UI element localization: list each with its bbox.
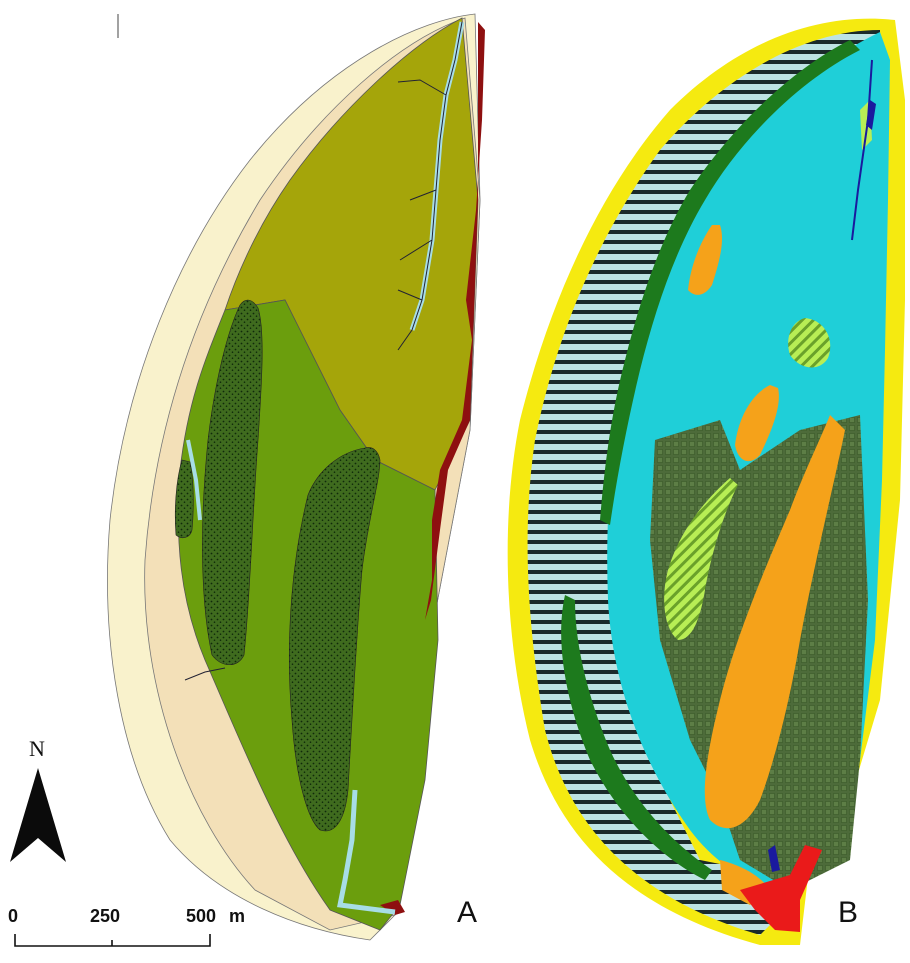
creek-line-southwest	[184, 667, 226, 681]
scale-tick-250: 250	[90, 906, 120, 926]
north-arrow: N	[10, 736, 66, 862]
scale-unit: m	[229, 906, 245, 926]
dark-red-edge-south	[380, 900, 405, 915]
north-arrow-icon	[10, 768, 66, 862]
scale-bar: 0 250 500 m	[8, 906, 245, 947]
light-green-diagonal-patch-1	[788, 318, 831, 368]
light-green-diagonal-patch-2	[664, 478, 738, 640]
red-zone-south	[740, 845, 822, 932]
creek-lines-north	[397, 21, 463, 351]
dotted-patch-2	[288, 447, 381, 832]
water-channel-west	[186, 439, 202, 521]
orange-strip-main	[704, 415, 845, 829]
map-a	[107, 13, 485, 941]
water-channel-south	[337, 789, 396, 915]
dark-green-band-upper	[600, 40, 860, 525]
panel-label-a: A	[457, 896, 477, 929]
dotted-patch-3	[174, 459, 194, 539]
scale-tick-500: 500	[186, 906, 216, 926]
north-label: N	[29, 736, 45, 761]
scale-bar-line	[14, 934, 211, 947]
navy-line-east	[851, 59, 873, 241]
orange-patch-2	[735, 385, 779, 462]
panel-label-b: B	[838, 896, 858, 929]
map-b	[507, 18, 905, 945]
striped-zone	[527, 30, 880, 935]
scale-tick-0: 0	[8, 906, 18, 926]
orange-patch-1	[688, 225, 723, 295]
dark-green-band-lower	[561, 595, 712, 880]
dotted-patch-1	[202, 299, 263, 666]
navy-channel-south	[768, 845, 780, 872]
dark-red-edge	[425, 22, 485, 620]
